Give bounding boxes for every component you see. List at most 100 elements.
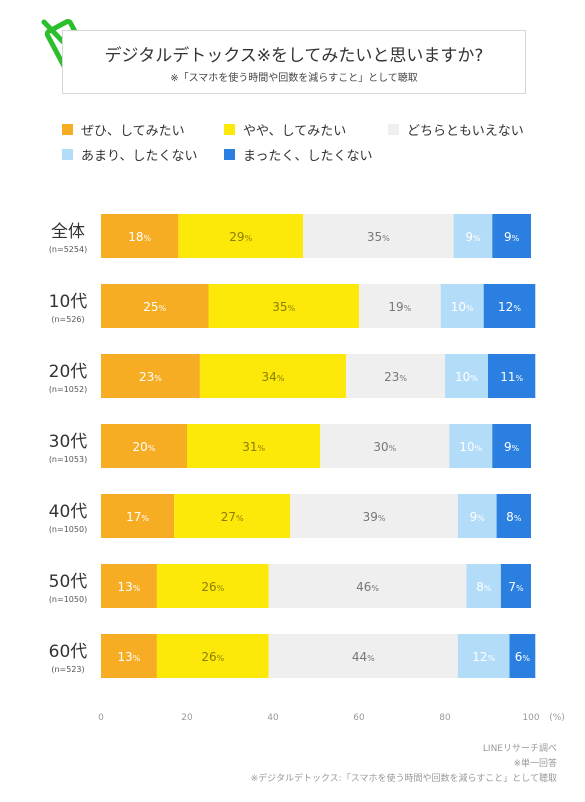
bar-segment (466, 564, 501, 608)
bar-segment (509, 634, 536, 678)
bar-segment (268, 634, 458, 678)
bar-segment (492, 424, 531, 468)
category-label: 60代 (49, 642, 88, 662)
bar-segment (101, 564, 157, 608)
bar-segment (457, 634, 510, 678)
bar-segment (496, 494, 531, 538)
bar-segment (101, 424, 187, 468)
category-label: 20代 (49, 362, 88, 382)
legend-label: まったく、したくない (243, 149, 373, 164)
legend-item: あまり、したくない (62, 145, 197, 164)
category-label: 全体 (51, 222, 85, 242)
data-label: 19% (388, 300, 411, 314)
data-label: 26% (201, 650, 224, 664)
category-sublabel: (n=523) (51, 665, 84, 674)
category-label: 30代 (49, 432, 88, 452)
bar-segment (440, 284, 484, 328)
category-sublabel: (n=1052) (49, 385, 87, 394)
bar-segment (208, 284, 359, 328)
data-label: 12% (472, 650, 495, 664)
source-line: ※デジタルデトックス:「スマホを使う時間や回数を減らすこと」として聴取 (250, 774, 557, 784)
bar-segment (101, 284, 209, 328)
bar-segment (101, 494, 175, 538)
legend-label: どちらともいえない (407, 124, 524, 139)
source-line: ※単一回答 (513, 759, 557, 769)
data-label: 20% (133, 440, 156, 454)
category-sublabel: (n=1050) (49, 595, 87, 604)
chart-title: デジタルデトックス※をしてみたいと思いますか? (104, 46, 484, 66)
bar-segment (457, 494, 497, 538)
legend-item: どちらともいえない (388, 120, 524, 139)
bar-segment (156, 564, 269, 608)
data-label: 7% (508, 580, 524, 594)
x-tick-label: 20 (181, 713, 193, 723)
data-label: 8% (476, 580, 492, 594)
data-label: 9% (465, 230, 481, 244)
legend-swatch (388, 124, 399, 135)
x-tick-label: 80 (439, 713, 451, 723)
data-label: 23% (384, 370, 407, 384)
bar-segment (500, 564, 531, 608)
data-label: 34% (262, 370, 285, 384)
category-sublabel: (n=5254) (49, 245, 87, 254)
bar-segment (174, 494, 291, 538)
data-label: 10% (451, 300, 474, 314)
legend-label: やや、してみたい (243, 124, 347, 139)
legend-label: あまり、したくない (81, 149, 198, 164)
data-label: 13% (118, 580, 141, 594)
data-label: 35% (272, 300, 295, 314)
source-line: LINEリサーチ調べ (482, 744, 557, 754)
legend-item: まったく、したくない (224, 145, 372, 164)
data-label: 27% (221, 510, 244, 524)
data-label: 13% (118, 650, 141, 664)
data-label: 10% (455, 370, 478, 384)
bar-segment (156, 634, 269, 678)
data-label: 18% (128, 230, 151, 244)
bar-segment (453, 214, 493, 258)
category-sublabel: (n=1050) (49, 525, 87, 534)
bar-segment (178, 214, 304, 258)
bar-segment (320, 424, 450, 468)
data-label: 11% (500, 370, 523, 384)
data-label: 44% (352, 650, 375, 664)
x-tick-label: 0 (98, 713, 104, 723)
bar-segment (445, 354, 488, 398)
data-label: 46% (356, 580, 379, 594)
legend-swatch (224, 124, 235, 135)
title-box: デジタルデトックス※をしてみたいと思いますか? ※「スマホを使う時間や回数を減ら… (62, 30, 526, 94)
data-label: 26% (201, 580, 224, 594)
data-label: 17% (126, 510, 149, 524)
legend-swatch (224, 149, 235, 160)
x-tick-label: 100 (522, 713, 539, 723)
bar-segment (449, 424, 493, 468)
bar-segment (303, 214, 454, 258)
bar-segment (290, 494, 458, 538)
bar-segment (199, 354, 347, 398)
category-label: 50代 (49, 572, 88, 592)
source-notes: LINEリサーチ調べ ※単一回答 ※デジタルデトックス:「スマホを使う時間や回数… (251, 742, 557, 787)
bar-segment (187, 424, 321, 468)
bar-segment (268, 564, 467, 608)
bar-segment (101, 634, 157, 678)
category-label: 40代 (49, 502, 88, 522)
data-label: 9% (504, 230, 520, 244)
data-label: 29% (229, 230, 252, 244)
bar-segment (359, 284, 441, 328)
data-label: 31% (242, 440, 265, 454)
chart-subtitle: ※「スマホを使う時間や回数を減らすこと」として聴取 (170, 73, 418, 84)
bar-segment (101, 354, 200, 398)
data-label: 30% (373, 440, 396, 454)
category-label: 10代 (49, 292, 88, 312)
bar-segment (483, 284, 536, 328)
data-label: 10% (459, 440, 482, 454)
data-label: 35% (367, 230, 390, 244)
x-axis-unit: (%) (549, 713, 565, 723)
legend-swatch (62, 124, 73, 135)
data-label: 25% (143, 300, 166, 314)
category-sublabel: (n=526) (51, 315, 84, 324)
bar-segment (488, 354, 536, 398)
legend-swatch (62, 149, 73, 160)
data-label: 23% (139, 370, 162, 384)
data-label: 9% (504, 440, 520, 454)
